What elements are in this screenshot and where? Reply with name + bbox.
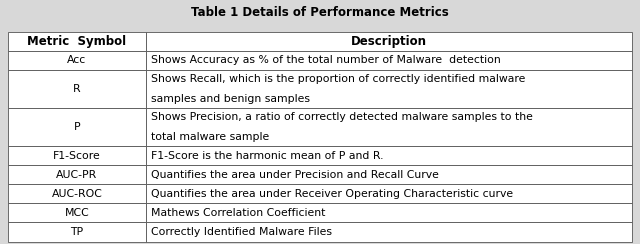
Text: AUC-ROC: AUC-ROC [52, 189, 102, 199]
Bar [8, 32, 147, 51]
Bar [147, 223, 632, 242]
Bar [147, 146, 632, 165]
Text: Description: Description [351, 35, 428, 48]
Text: Shows Accuracy as % of the total number of Malware  detection: Shows Accuracy as % of the total number … [151, 55, 500, 65]
Text: R: R [73, 84, 81, 94]
Bar [8, 184, 147, 203]
Text: F1-Score: F1-Score [53, 151, 101, 161]
Text: samples and benign samples: samples and benign samples [151, 94, 310, 104]
Text: Table 1 Details of Performance Metrics: Table 1 Details of Performance Metrics [191, 6, 449, 19]
Text: Metric  Symbol: Metric Symbol [28, 35, 127, 48]
Bar [8, 108, 147, 146]
Bar [8, 51, 147, 70]
Bar [147, 51, 632, 70]
Text: F1-Score is the harmonic mean of P and R.: F1-Score is the harmonic mean of P and R… [151, 151, 383, 161]
Text: MCC: MCC [65, 208, 90, 218]
Text: TP: TP [70, 227, 84, 237]
Bar [147, 184, 632, 203]
Text: total malware sample: total malware sample [151, 132, 269, 142]
Text: Shows Recall, which is the proportion of correctly identified malware: Shows Recall, which is the proportion of… [151, 74, 525, 84]
Text: P: P [74, 122, 81, 132]
Bar [8, 146, 147, 165]
Text: AUC-PR: AUC-PR [56, 170, 98, 180]
Text: Mathews Correlation Coefficient: Mathews Correlation Coefficient [151, 208, 325, 218]
Text: Shows Precision, a ratio of correctly detected malware samples to the: Shows Precision, a ratio of correctly de… [151, 112, 532, 122]
Text: Quantifies the area under Receiver Operating Characteristic curve: Quantifies the area under Receiver Opera… [151, 189, 513, 199]
Bar [8, 70, 147, 108]
Text: Correctly Identified Malware Files: Correctly Identified Malware Files [151, 227, 332, 237]
Bar [147, 70, 632, 108]
Text: Acc: Acc [67, 55, 86, 65]
Bar [8, 165, 147, 184]
Bar [147, 203, 632, 223]
Bar [147, 32, 632, 51]
Bar [8, 223, 147, 242]
Bar [147, 108, 632, 146]
Bar [8, 203, 147, 223]
Text: Quantifies the area under Precision and Recall Curve: Quantifies the area under Precision and … [151, 170, 438, 180]
Bar [147, 165, 632, 184]
